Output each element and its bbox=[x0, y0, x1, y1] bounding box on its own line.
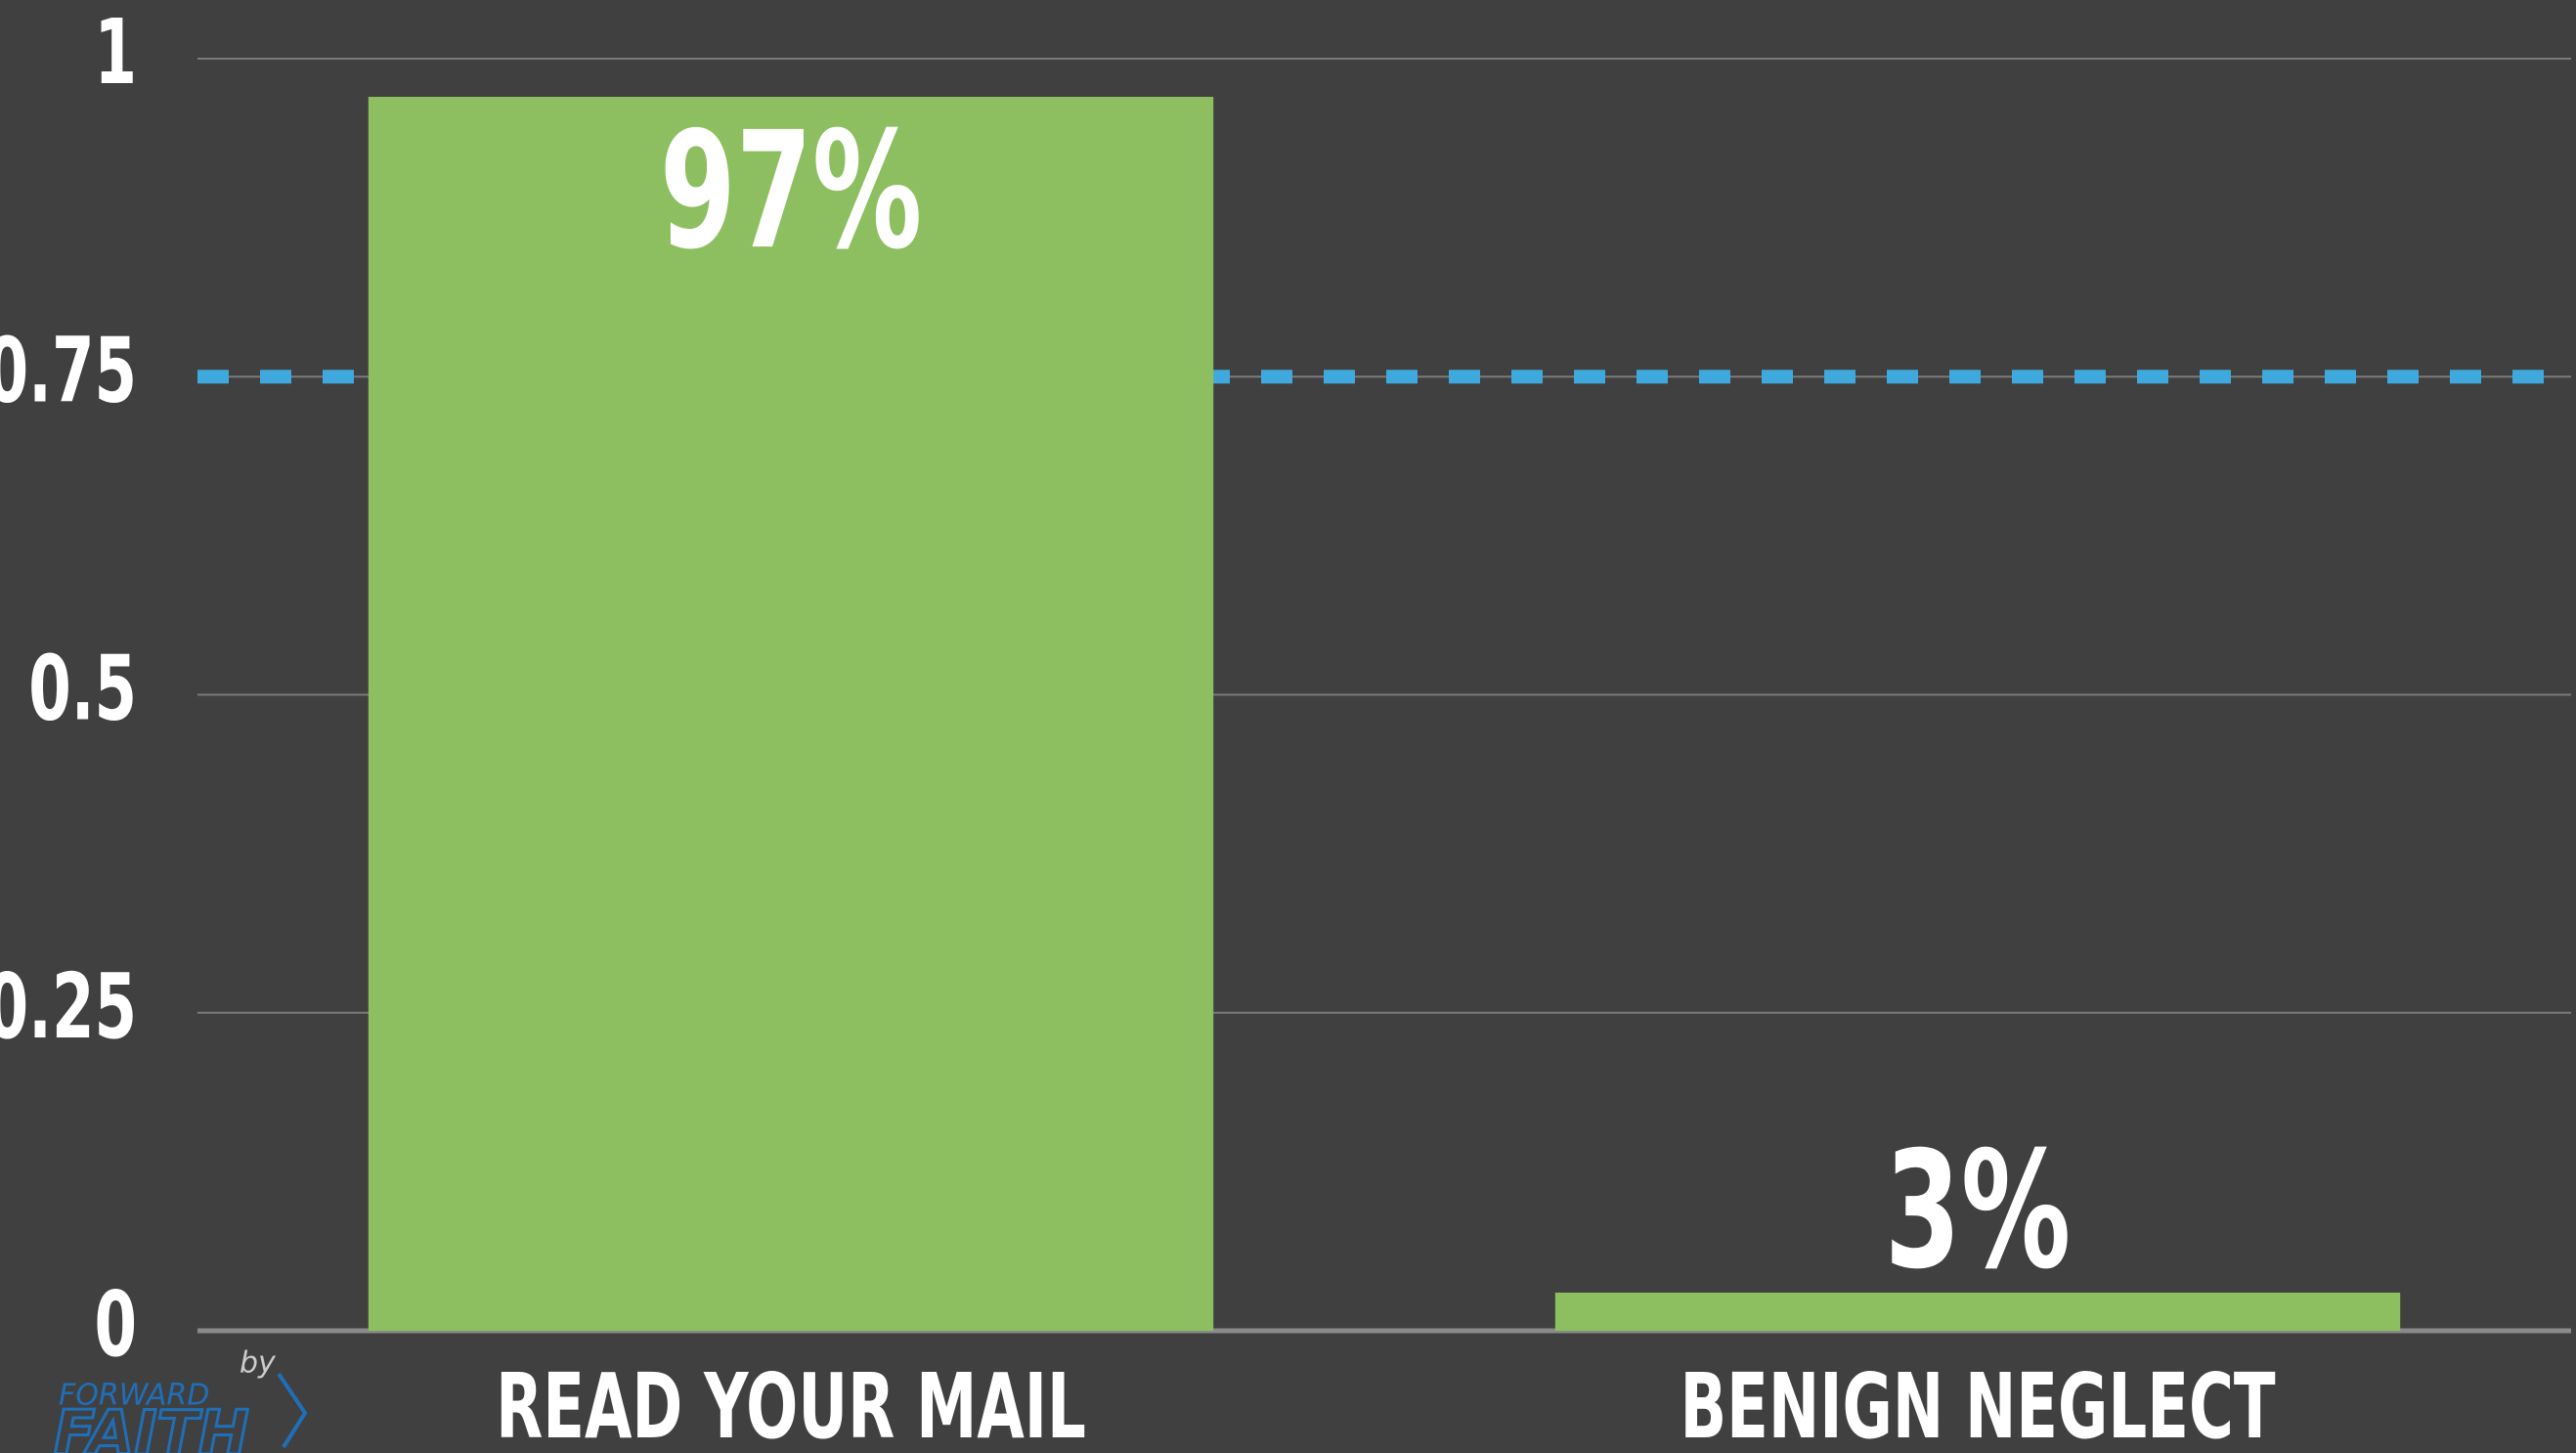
bar bbox=[368, 97, 1214, 1331]
y-tick-label: 1 bbox=[94, 0, 137, 105]
value-label: 3% bbox=[1885, 1118, 2071, 1305]
y-tick-label: 0.25 bbox=[0, 954, 137, 1060]
logo-brand: FAITH bbox=[54, 1397, 249, 1453]
y-tick-label: 0.5 bbox=[28, 636, 137, 741]
logo: FORWARD by FAITH bbox=[53, 1346, 308, 1453]
value-label: 97% bbox=[660, 98, 923, 286]
x-tick-label: READ YOUR MAIL bbox=[496, 1354, 1086, 1453]
logo-top: FORWARD bbox=[59, 1379, 209, 1413]
y-tick-label: 0.75 bbox=[0, 318, 137, 423]
logo-script: by bbox=[240, 1346, 277, 1381]
logo-chevron bbox=[277, 1372, 308, 1449]
bar bbox=[1554, 1292, 2401, 1331]
x-tick-label: BENIGN NEGLECT bbox=[1680, 1354, 2275, 1453]
y-tick-label: 0 bbox=[94, 1272, 137, 1378]
